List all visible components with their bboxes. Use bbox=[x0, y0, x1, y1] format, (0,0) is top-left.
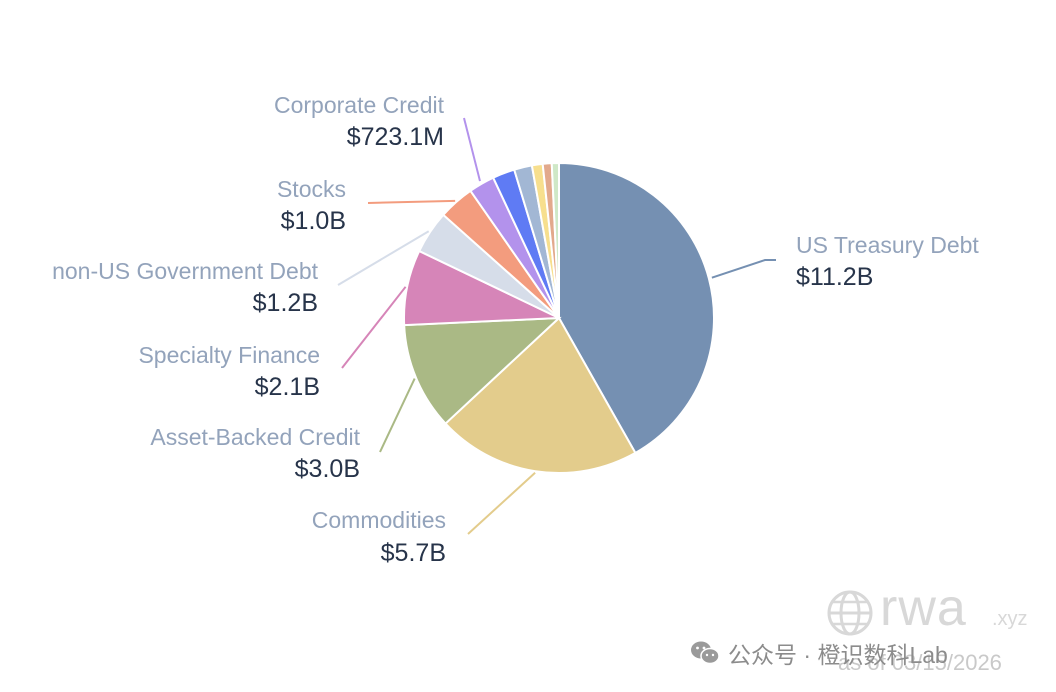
label-name-stocks: Stocks bbox=[277, 176, 346, 202]
slice-us-treasury-debt[interactable] bbox=[558, 161, 715, 455]
label-value-us-treasury-debt: $11.2B bbox=[796, 263, 873, 291]
label-value-specialty-finance: $2.1B bbox=[255, 373, 320, 401]
label-name-asset-backed-credit: Asset-Backed Credit bbox=[150, 424, 360, 450]
watermark-date: as of 03/15/2026 bbox=[838, 650, 1002, 675]
slice-labels: US Treasury Debt $11.2B Commodities $5.7B As… bbox=[52, 92, 979, 567]
wechat-icon bbox=[691, 641, 720, 665]
leader-line-stocks bbox=[367, 199, 456, 204]
label-name-us-treasury-debt: US Treasury Debt bbox=[796, 232, 979, 258]
label-value-corporate-credit: $723.1M bbox=[347, 123, 444, 151]
leader-line-commodities bbox=[467, 471, 536, 535]
leader-line-non-us-government-debt bbox=[337, 230, 430, 286]
watermark-domain: .xyz bbox=[992, 608, 1028, 630]
label-name-commodities: Commodities bbox=[312, 507, 446, 533]
label-name-specialty-finance: Specialty Finance bbox=[138, 342, 320, 368]
slice-commodities[interactable] bbox=[444, 316, 637, 474]
label-value-asset-backed-credit: $3.0B bbox=[295, 455, 360, 483]
label-name-non-us-government-debt: non-US Government Debt bbox=[52, 258, 319, 284]
label-value-non-us-government-debt: $1.2B bbox=[253, 289, 318, 317]
leader-line-asset-backed-credit bbox=[379, 378, 416, 453]
wechat-account-name: 公众号 · 橙识数科Lab bbox=[728, 642, 948, 668]
label-value-commodities: $5.7B bbox=[381, 539, 446, 567]
label-name-corporate-credit: Corporate Credit bbox=[274, 92, 445, 118]
watermark-brand: rwa bbox=[880, 579, 967, 637]
slice-asset-backed-credit[interactable] bbox=[403, 316, 562, 425]
globe-logo-icon bbox=[827, 590, 873, 636]
leader-line-corporate-credit bbox=[463, 117, 481, 182]
leader-line-us-treasury-debt bbox=[711, 259, 776, 279]
label-value-stocks: $1.0B bbox=[281, 207, 346, 235]
leader-lines bbox=[337, 117, 776, 535]
pie-slices bbox=[403, 161, 715, 474]
wechat-account: 公众号 · 橙识数科Lab bbox=[690, 636, 948, 670]
leader-line-specialty-finance bbox=[341, 286, 407, 369]
slice-minor-11[interactable] bbox=[550, 161, 560, 319]
